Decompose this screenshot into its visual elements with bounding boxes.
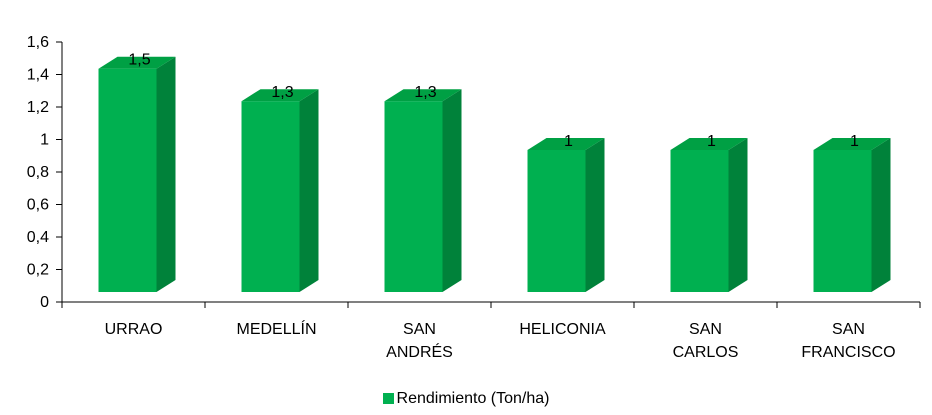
chart-legend: Rendimiento (Ton/ha) — [0, 390, 932, 408]
category-label: SAN — [403, 321, 436, 338]
category-label: CARLOS — [673, 344, 739, 361]
y-tick-label: 1 — [40, 132, 49, 149]
bar — [241, 89, 319, 292]
category-label: URRAO — [105, 321, 163, 338]
bar — [527, 137, 605, 292]
category-label: FRANCISCO — [801, 344, 895, 361]
y-tick-label: 0,2 — [27, 262, 49, 279]
bar-side — [871, 137, 891, 292]
bar-front — [384, 101, 443, 292]
data-label: 1 — [564, 133, 573, 150]
bar — [813, 137, 891, 292]
legend-swatch — [382, 392, 394, 404]
chart-bars — [98, 56, 891, 293]
y-tick-label: 1,2 — [27, 99, 49, 116]
bar-front — [527, 149, 586, 292]
bar-top — [241, 89, 319, 102]
bar-top — [384, 89, 462, 102]
y-tick-label: 0,4 — [27, 229, 49, 246]
bar-front — [241, 101, 300, 292]
data-label: 1 — [850, 133, 859, 150]
bar-front — [98, 68, 157, 292]
legend-label: Rendimiento (Ton/ha) — [396, 390, 550, 407]
y-tick-label: 0,6 — [27, 197, 49, 214]
bar — [670, 137, 748, 292]
bar — [384, 89, 462, 292]
category-label: ANDRÉS — [386, 342, 453, 361]
y-tick-label: 0,8 — [27, 164, 49, 181]
bar-top — [813, 137, 891, 150]
bar-side — [156, 56, 176, 293]
bar-side — [585, 137, 605, 292]
data-label: 1 — [707, 133, 716, 150]
category-label: SAN — [689, 321, 722, 338]
y-tick-label: 1,6 — [27, 34, 49, 51]
bar-top — [98, 56, 176, 69]
category-label: SAN — [832, 321, 865, 338]
data-label: 1,5 — [128, 52, 150, 69]
category-label: HELICONIA — [519, 321, 606, 338]
bar-top — [670, 137, 748, 150]
bar — [98, 56, 176, 293]
category-label: MEDELLÍN — [236, 319, 316, 338]
y-tick-label: 0 — [40, 294, 49, 311]
bar-front — [813, 149, 872, 292]
data-label: 1,3 — [414, 84, 436, 101]
bar-side — [299, 89, 319, 292]
bar-top — [527, 137, 605, 150]
bar-front — [670, 149, 729, 292]
chart-axes: 0 0,2 0,4 0,6 0,8 1 1,2 1,4 1,6 — [27, 34, 921, 311]
bar-side — [728, 137, 748, 292]
chart-labels: 1,5 URRAO 1,3 MEDELLÍN 1,3 SAN ANDRÉS 1 HELICONI… — [105, 52, 896, 361]
bar-side — [442, 89, 462, 292]
data-label: 1,3 — [271, 84, 293, 101]
y-tick-label: 1,4 — [27, 67, 49, 84]
